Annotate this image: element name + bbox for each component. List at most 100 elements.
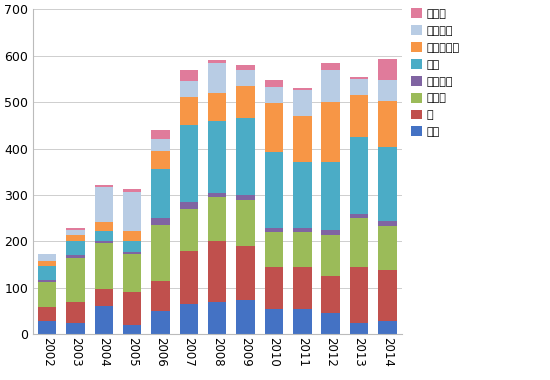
Bar xyxy=(350,137,368,214)
Bar xyxy=(95,187,113,222)
Bar xyxy=(265,228,283,232)
Bar xyxy=(151,281,170,311)
Bar xyxy=(321,314,340,334)
Bar xyxy=(265,80,283,87)
Bar xyxy=(208,60,227,63)
Bar xyxy=(95,306,113,334)
Bar xyxy=(180,97,198,125)
Bar xyxy=(95,231,113,241)
Bar xyxy=(180,209,198,251)
Bar xyxy=(293,88,311,90)
Bar xyxy=(293,90,311,116)
Bar xyxy=(208,193,227,197)
Bar xyxy=(265,309,283,334)
Bar xyxy=(67,323,85,334)
Bar xyxy=(123,252,141,255)
Bar xyxy=(321,102,340,163)
Bar xyxy=(67,302,85,323)
Bar xyxy=(350,267,368,323)
Bar xyxy=(67,255,85,258)
Bar xyxy=(236,195,255,200)
Bar xyxy=(208,121,227,193)
Bar xyxy=(236,299,255,334)
Bar xyxy=(38,254,57,261)
Bar xyxy=(236,86,255,118)
Bar xyxy=(293,232,311,267)
Bar xyxy=(38,282,57,307)
Bar xyxy=(67,230,85,234)
Bar xyxy=(236,70,255,86)
Bar xyxy=(265,87,283,103)
Bar xyxy=(151,311,170,334)
Bar xyxy=(123,325,141,334)
Bar xyxy=(321,63,340,70)
Bar xyxy=(38,307,57,321)
Bar xyxy=(151,139,170,151)
Legend: その他, 小児外科, 大腸・直腸, 胸部, 脾・副腎, 肝胆膵, 胃, 食道: その他, 小児外科, 大腸・直腸, 胸部, 脾・副腎, 肝胆膵, 胃, 食道 xyxy=(411,8,459,137)
Bar xyxy=(208,63,227,93)
Bar xyxy=(265,232,283,267)
Bar xyxy=(321,230,340,234)
Bar xyxy=(293,163,311,228)
Bar xyxy=(151,225,170,281)
Bar xyxy=(67,241,85,255)
Bar xyxy=(293,228,311,232)
Bar xyxy=(123,192,141,231)
Bar xyxy=(321,234,340,276)
Bar xyxy=(293,309,311,334)
Bar xyxy=(95,289,113,306)
Bar xyxy=(180,81,198,97)
Bar xyxy=(95,243,113,289)
Bar xyxy=(38,321,57,334)
Bar xyxy=(123,255,141,292)
Bar xyxy=(236,200,255,246)
Bar xyxy=(265,103,283,152)
Bar xyxy=(208,197,227,241)
Bar xyxy=(180,202,198,209)
Bar xyxy=(378,80,397,101)
Bar xyxy=(350,323,368,334)
Bar xyxy=(236,65,255,70)
Bar xyxy=(38,261,57,266)
Bar xyxy=(180,251,198,304)
Bar xyxy=(236,246,255,299)
Bar xyxy=(38,266,57,280)
Bar xyxy=(123,231,141,241)
Bar xyxy=(378,321,397,334)
Bar xyxy=(123,292,141,325)
Bar xyxy=(123,241,141,252)
Bar xyxy=(151,130,170,139)
Bar xyxy=(350,76,368,79)
Bar xyxy=(378,222,397,226)
Bar xyxy=(208,241,227,302)
Bar xyxy=(208,93,227,121)
Bar xyxy=(67,258,85,302)
Bar xyxy=(95,185,113,187)
Bar xyxy=(236,118,255,195)
Bar xyxy=(350,214,368,218)
Bar xyxy=(293,116,311,163)
Bar xyxy=(321,276,340,314)
Bar xyxy=(95,241,113,243)
Bar xyxy=(378,147,397,222)
Bar xyxy=(378,59,397,80)
Bar xyxy=(67,234,85,241)
Bar xyxy=(350,218,368,267)
Bar xyxy=(151,218,170,225)
Bar xyxy=(350,95,368,137)
Bar xyxy=(123,190,141,192)
Bar xyxy=(265,152,283,228)
Bar xyxy=(151,151,170,169)
Bar xyxy=(378,226,397,270)
Bar xyxy=(180,70,198,81)
Bar xyxy=(378,101,397,147)
Bar xyxy=(95,222,113,231)
Bar xyxy=(180,125,198,202)
Bar xyxy=(67,228,85,230)
Bar xyxy=(293,267,311,309)
Bar xyxy=(208,302,227,334)
Bar xyxy=(321,163,340,230)
Bar xyxy=(180,304,198,334)
Bar xyxy=(151,169,170,218)
Bar xyxy=(38,280,57,282)
